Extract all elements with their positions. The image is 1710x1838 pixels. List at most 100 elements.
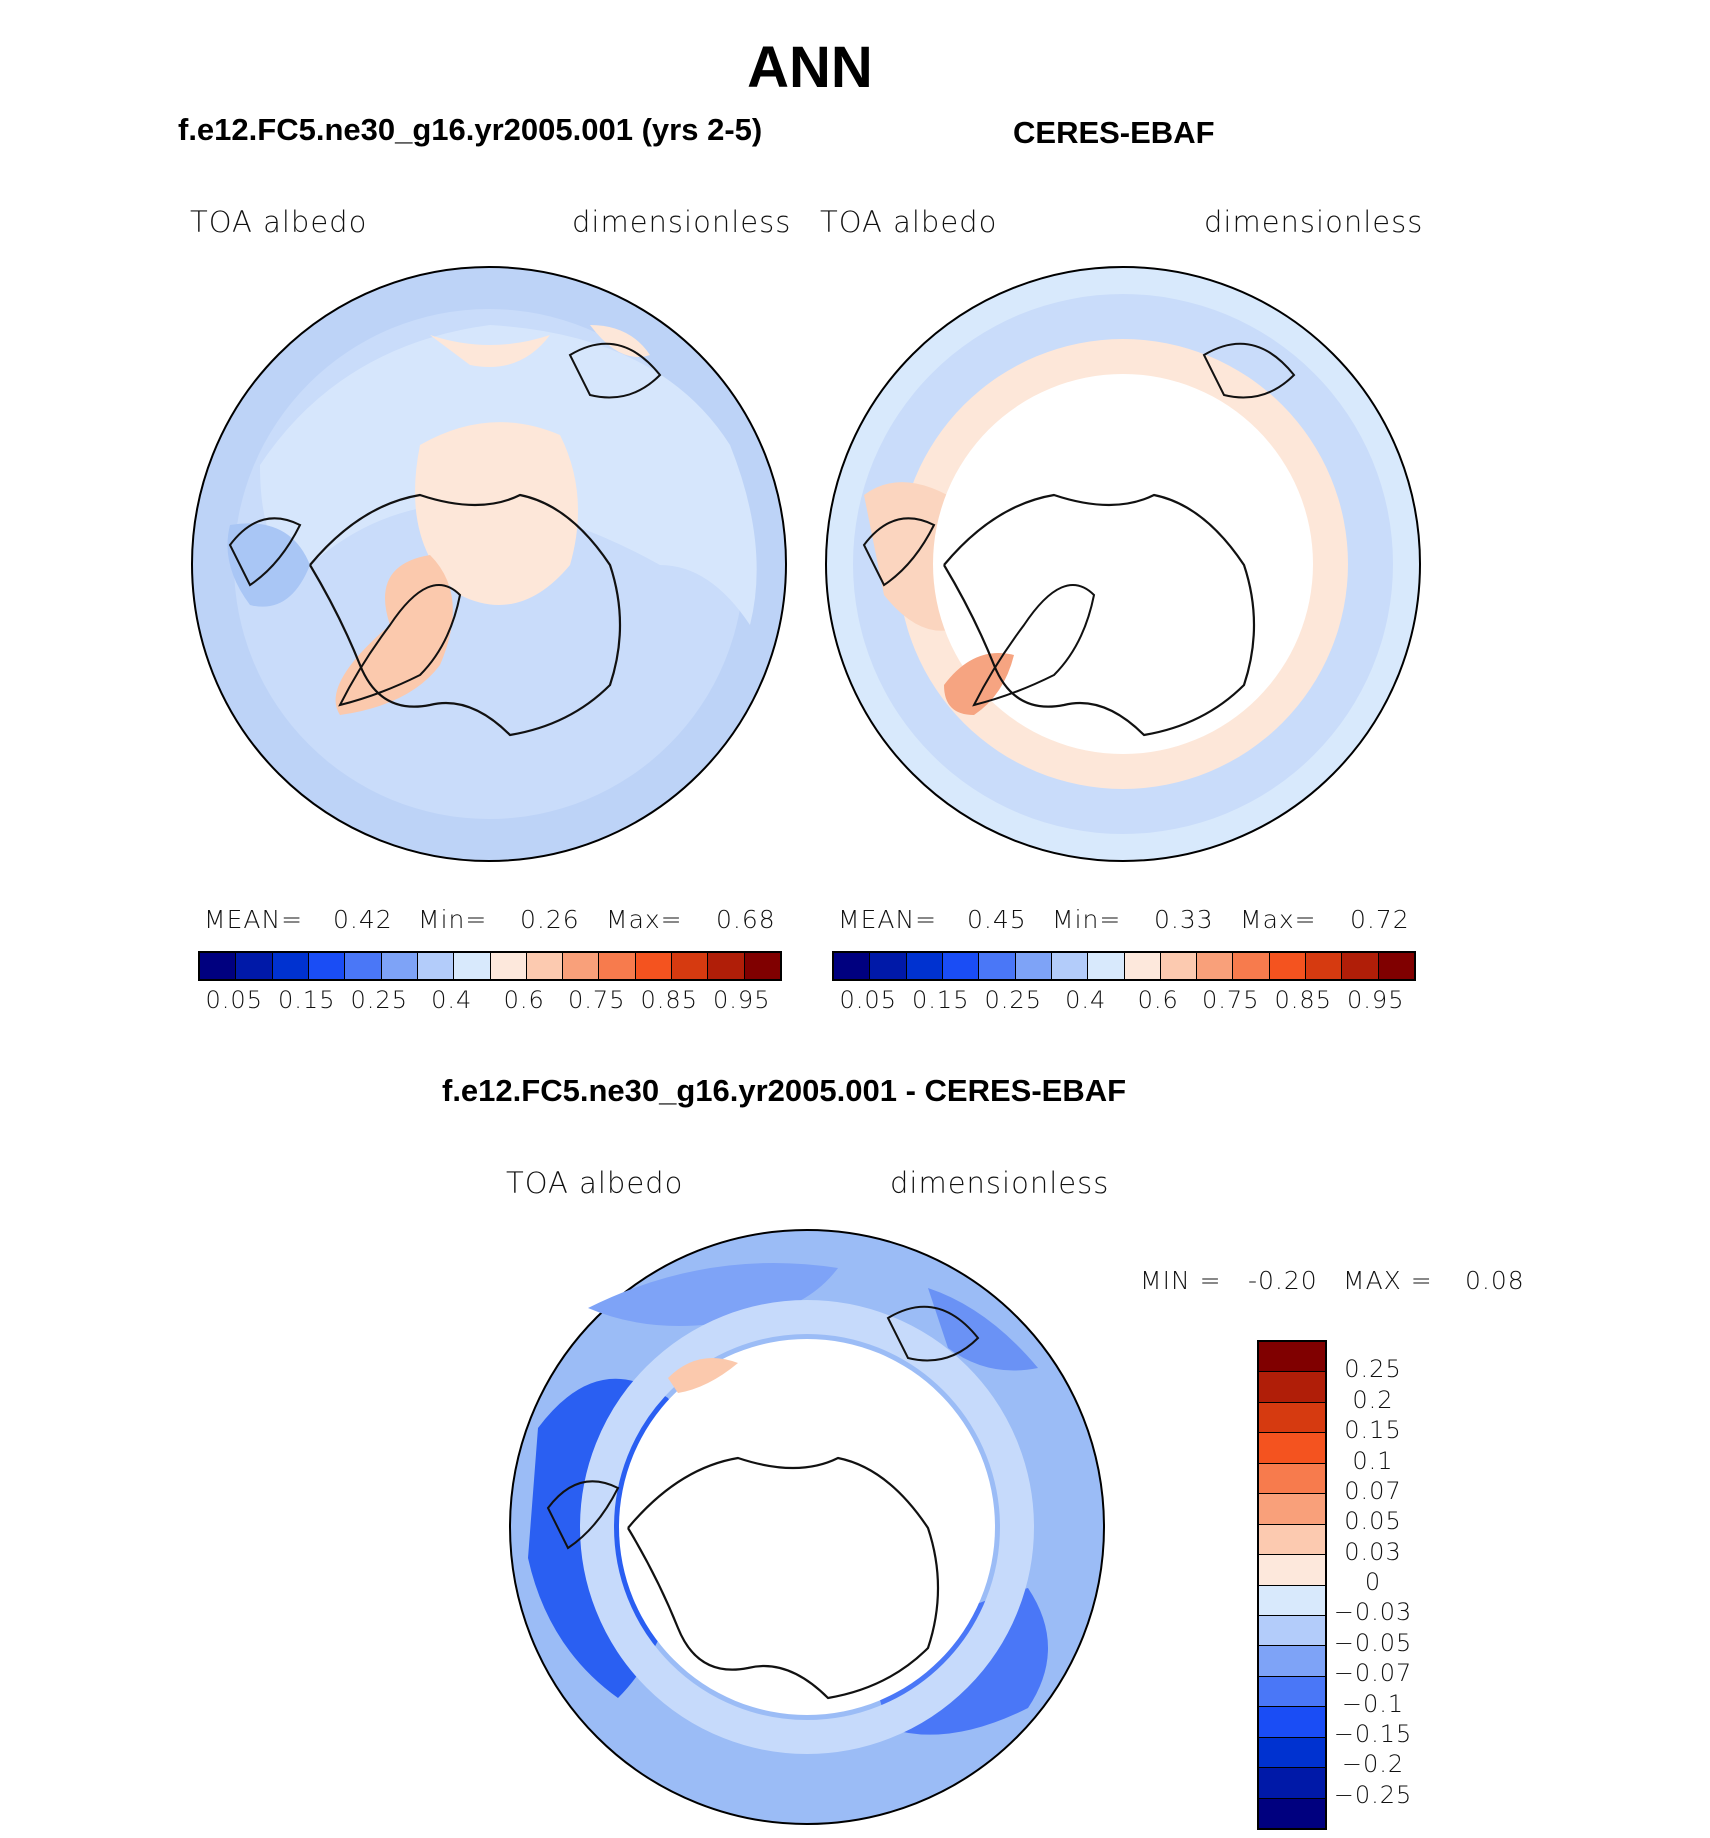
colorbar-swatch [744,953,780,979]
diff-colorbar-tick-label: 0.03 [1344,1537,1402,1566]
colorbar-swatch [1051,953,1089,979]
colorbar-tick-label: 0.75 [568,986,626,1014]
colorbar-tick-label: 0.85 [1274,986,1332,1014]
colorbar-swatch [708,953,745,979]
diff-colorbar-swatch [1259,1798,1325,1828]
diff-colorbar-tick-label: 0.2 [1352,1385,1394,1414]
diff-colorbar-tick-label: −0.15 [1333,1719,1413,1748]
colorbar-swatch [870,953,907,979]
main-title: ANN [747,35,873,100]
diff-colorbar-swatch [1259,1433,1325,1464]
colorbar-swatch [1233,953,1270,979]
colorbar-swatch [979,953,1016,979]
diff-colorbar-tick-label: −0.07 [1333,1659,1413,1688]
colorbar-tick-label: 0.25 [984,986,1042,1014]
panel-2-colorbar [832,951,1416,981]
panel-2-units-label: dimensionless [1204,205,1424,239]
colorbar-tick-label: 0.15 [278,986,336,1014]
panel-1-min-value: 0.26 [520,905,580,934]
colorbar-swatch [942,953,980,979]
colorbar-tick-label: 0.95 [713,986,771,1014]
panel-1-case-title: f.e12.FC5.ne30_g16.yr2005.001 (yrs 2-5) [178,112,763,147]
diff-colorbar-swatch [1259,1707,1325,1738]
panel-2-mean-label: MEAN= [838,905,938,934]
diff-variable-label: TOA albedo [506,1166,684,1200]
colorbar-swatch [417,953,455,979]
panel-1-units-label: dimensionless [572,205,792,239]
diff-colorbar-tick-label: 0.1 [1352,1446,1394,1475]
colorbar-swatch [1197,953,1234,979]
panel-1-mean-label: MEAN= [204,905,304,934]
colorbar-tick-label: 0.6 [503,986,545,1014]
diff-colorbar-tick-label: 0 [1364,1568,1382,1596]
colorbar-swatch [381,953,418,979]
diff-colorbar-swatch [1259,1555,1325,1586]
diff-min-value: -0.20 [1248,1266,1318,1295]
diff-title: f.e12.FC5.ne30_g16.yr2005.001 - CERES-EB… [442,1073,1127,1108]
colorbar-swatch [272,953,309,979]
panel-2-case-title: CERES-EBAF [1013,115,1215,150]
panel-2-min-value: 0.33 [1154,905,1214,934]
colorbar-swatch [834,953,871,979]
panel-2-max-value: 0.72 [1350,905,1410,934]
colorbar-swatch [599,953,636,979]
panel-1-variable-label: TOA albedo [190,205,368,239]
panel-1-min-label: Min= [418,905,488,934]
diff-colorbar [1257,1340,1327,1830]
colorbar-swatch [906,953,943,979]
diff-colorbar-swatch [1259,1342,1325,1373]
colorbar-tick-label: 0.25 [350,986,408,1014]
diff-colorbar-swatch [1259,1768,1325,1799]
diff-colorbar-swatch [1259,1463,1325,1495]
diff-colorbar-swatch [1259,1737,1325,1769]
diff-colorbar-tick-label: 0.07 [1344,1476,1402,1505]
diff-colorbar-swatch [1259,1402,1325,1434]
colorbar-swatch [526,953,564,979]
panel-2-variable-label: TOA albedo [820,205,998,239]
diff-max-label: MAX = [1343,1266,1433,1295]
diff-max-value: 0.08 [1465,1266,1525,1295]
diff-colorbar-swatch [1259,1646,1325,1677]
colorbar-swatch [454,953,491,979]
colorbar-swatch [308,953,346,979]
panel-1-mean-value: 0.42 [333,905,393,934]
diff-colorbar-swatch [1259,1524,1325,1556]
colorbar-swatch [1378,953,1414,979]
diff-colorbar-swatch [1259,1615,1325,1647]
panel-1-max-value: 0.68 [716,905,776,934]
colorbar-tick-label: 0.85 [640,986,698,1014]
diff-colorbar-tick-label: 0.15 [1344,1416,1402,1445]
colorbar-swatch [1088,953,1125,979]
colorbar-swatch [635,953,673,979]
colorbar-swatch [1160,953,1198,979]
colorbar-swatch [1269,953,1307,979]
panel-1-polar-map [191,266,787,862]
diff-colorbar-swatch [1259,1676,1325,1708]
colorbar-tick-label: 0.95 [1347,986,1405,1014]
colorbar-swatch [345,953,382,979]
colorbar-swatch [672,953,709,979]
diff-units-label: dimensionless [890,1166,1110,1200]
diff-colorbar-swatch [1259,1494,1325,1525]
colorbar-swatch [563,953,600,979]
colorbar-tick-label: 0.75 [1202,986,1260,1014]
colorbar-tick-label: 0.6 [1137,986,1179,1014]
panel-2-max-label: Max= [1240,905,1317,934]
diff-polar-map [509,1229,1105,1825]
panel-1-max-label: Max= [606,905,683,934]
colorbar-swatch [1124,953,1161,979]
diff-colorbar-swatch [1259,1585,1325,1616]
colorbar-tick-label: 0.4 [431,986,473,1014]
colorbar-swatch [1306,953,1343,979]
panel-1-colorbar [198,951,782,981]
colorbar-swatch [1342,953,1379,979]
diff-colorbar-tick-label: −0.1 [1341,1689,1405,1718]
diff-colorbar-tick-label: −0.03 [1333,1598,1413,1627]
colorbar-swatch [490,953,527,979]
diff-min-label: MIN = [1140,1266,1222,1295]
diff-colorbar-tick-label: 0.05 [1344,1507,1402,1536]
diff-colorbar-tick-label: −0.2 [1341,1750,1405,1779]
colorbar-tick-label: 0.05 [205,986,263,1014]
colorbar-tick-label: 0.05 [839,986,897,1014]
panel-2-mean-value: 0.45 [967,905,1027,934]
